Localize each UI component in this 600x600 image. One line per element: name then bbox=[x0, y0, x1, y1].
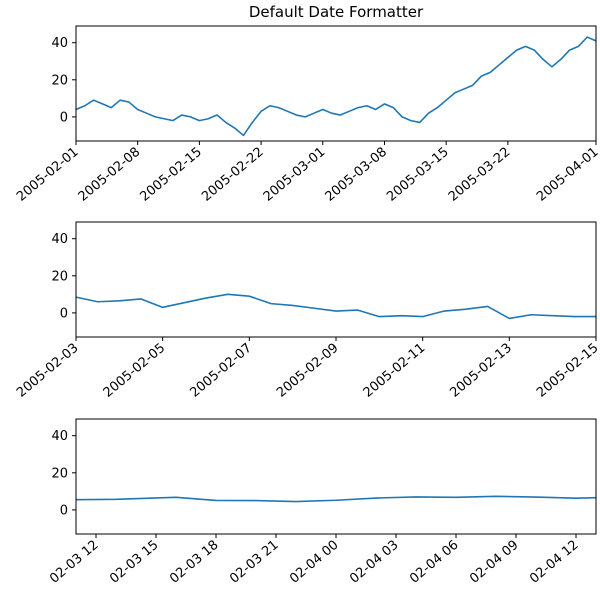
y-tick-label: 20 bbox=[51, 73, 68, 88]
y-tick-label: 0 bbox=[60, 306, 68, 321]
y-tick-label: 40 bbox=[51, 232, 68, 247]
y-tick-label: 0 bbox=[60, 503, 68, 518]
y-tick-label: 40 bbox=[51, 36, 68, 51]
y-tick-label: 20 bbox=[51, 466, 68, 481]
y-tick-label: 40 bbox=[51, 429, 68, 444]
y-tick-label: 0 bbox=[60, 110, 68, 125]
y-tick-label: 20 bbox=[51, 269, 68, 284]
series-line bbox=[75, 36, 597, 137]
chart-title: Default Date Formatter bbox=[249, 3, 424, 21]
axes-frame bbox=[75, 25, 597, 142]
series-line bbox=[75, 495, 597, 503]
series-line bbox=[75, 293, 596, 320]
